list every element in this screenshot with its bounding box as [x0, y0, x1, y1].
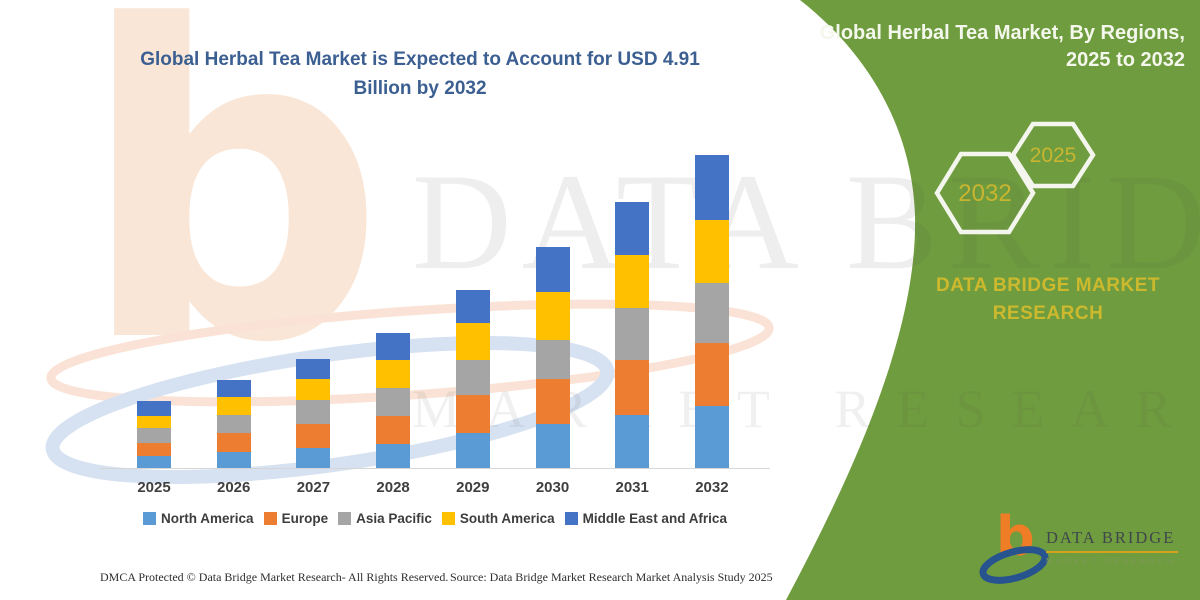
legend-item-asia-pacific: Asia Pacific — [338, 511, 432, 526]
bar-segment-south-america — [137, 415, 171, 428]
side-panel-heading: Global Herbal Tea Market, By Regions, 20… — [810, 20, 1185, 74]
bar-segment-asia-pacific — [455, 359, 490, 395]
bar-segment-north-america — [615, 415, 650, 468]
footer-dmca: DMCA Protected © Data Bridge Market Rese… — [100, 570, 449, 584]
logo-text-block: DATA BRIDGE MARKET RESEARCH — [1046, 528, 1192, 566]
bar-segment-asia-pacific — [615, 308, 650, 361]
bar-segment-south-america — [694, 219, 729, 283]
green-shape — [786, 0, 1200, 600]
bar-segment-europe — [694, 342, 729, 407]
bar-segment-europe — [535, 378, 570, 425]
axis-label-2025: 2025 — [137, 479, 171, 496]
logo-name: DATA BRIDGE — [1046, 528, 1176, 547]
axis-label-2030: 2030 — [535, 479, 570, 496]
footer-source: Source: Data Bridge Market Research Mark… — [450, 570, 773, 584]
x-axis-line — [100, 468, 770, 469]
logo-ellipse — [979, 546, 1049, 584]
axis-label-2031: 2031 — [615, 479, 649, 496]
bar-segment-south-america — [216, 397, 251, 416]
bar-segment-middle-east-and-africa — [455, 290, 490, 324]
hexagon-2025-label: 2025 — [1030, 144, 1077, 167]
stacked-bar-2028 — [376, 333, 411, 468]
stacked-bar-2026 — [216, 380, 251, 468]
bar-segment-asia-pacific — [376, 387, 411, 416]
bar-segment-south-america — [615, 255, 650, 309]
bar-segment-middle-east-and-africa — [694, 155, 729, 220]
stacked-bar-2031 — [615, 202, 650, 468]
legend-item-europe: Europe — [263, 511, 329, 526]
legend-label-south-america: South America — [459, 511, 555, 526]
bar-segment-north-america — [455, 432, 490, 468]
legend-item-middle-east-and-africa: Middle East and Africa — [564, 511, 727, 526]
legend-swatch-north-america — [143, 512, 157, 525]
legend-swatch-asia-pacific — [338, 512, 352, 525]
logo-subtitle: MARKET RESEARCH — [1046, 556, 1176, 566]
bar-segment-asia-pacific — [296, 399, 331, 425]
axis-label-2028: 2028 — [376, 479, 410, 496]
bar-segment-north-america — [376, 443, 411, 468]
chart-title-line2: Billion by 2032 — [353, 77, 487, 99]
bar-segment-south-america — [376, 359, 411, 388]
bar-segment-europe — [615, 360, 650, 416]
logo-underline — [1046, 551, 1178, 553]
bar-segment-asia-pacific — [137, 427, 171, 444]
bar-segment-north-america — [296, 448, 331, 468]
databridge-logo: b DATA BRIDGE MARKET RESEARCH — [979, 510, 1192, 590]
stacked-bar-2025 — [137, 400, 171, 468]
legend-swatch-europe — [263, 512, 277, 525]
legend-label-asia-pacific: Asia Pacific — [356, 511, 432, 526]
bar-segment-asia-pacific — [694, 282, 729, 343]
legend-swatch-south-america — [441, 512, 455, 525]
plot-area — [100, 138, 770, 468]
legend: North America Europe Asia Pacific South Ame… — [100, 511, 770, 526]
axis-label-2032: 2032 — [695, 479, 729, 496]
bar-segment-europe — [296, 424, 331, 449]
bar-segment-asia-pacific — [216, 415, 251, 433]
hexagon-2032 — [934, 151, 1036, 235]
logo-swoosh-icon — [979, 546, 1049, 584]
side-brand-text: DATA BRIDGE MARKET RESEARCH — [936, 275, 1160, 324]
bar-segment-europe — [455, 394, 490, 433]
bar-segment-middle-east-and-africa — [296, 359, 331, 379]
bar-segment-north-america — [137, 455, 171, 468]
bar-segment-north-america — [535, 424, 570, 468]
axis-label-2027: 2027 — [296, 479, 331, 496]
hexagon-2025 — [1010, 121, 1096, 189]
stacked-bar-2029 — [455, 290, 490, 468]
bar-segment-middle-east-and-africa — [376, 333, 411, 360]
bar-segment-middle-east-and-africa — [535, 247, 570, 293]
legend-label-middle-east-and-africa: Middle East and Africa — [582, 511, 727, 526]
chart-title-line1: Global Herbal Tea Market is Expected to … — [140, 49, 700, 70]
axis-label-2029: 2029 — [456, 479, 490, 496]
chart-title: Global Herbal Tea Market is Expected to … — [95, 46, 745, 103]
year-hexagons: 2032 2025 — [934, 121, 1096, 235]
legend-label-europe: Europe — [281, 511, 329, 526]
bar-segment-europe — [376, 415, 411, 444]
stacked-bar-2032 — [694, 155, 729, 468]
bar-segment-north-america — [216, 452, 251, 468]
legend-swatch-middle-east-and-africa — [564, 512, 578, 525]
legend-item-south-america: South America — [441, 511, 555, 526]
stacked-bar-2030 — [535, 247, 570, 468]
bar-segment-middle-east-and-africa — [615, 202, 650, 256]
bar-segment-south-america — [535, 292, 570, 340]
stacked-bar-2027 — [296, 359, 331, 468]
legend-item-north-america: North America — [143, 511, 254, 526]
legend-label-north-america: North America — [161, 511, 254, 526]
axis-label-2026: 2026 — [217, 479, 251, 496]
bar-segment-europe — [137, 443, 171, 456]
bar-segment-north-america — [694, 406, 729, 468]
bar-segment-south-america — [296, 378, 331, 400]
axis-labels: 2025 2026 2027 2028 2029 2030 2031 2032 — [100, 479, 770, 499]
bar-segment-middle-east-and-africa — [216, 380, 251, 398]
side-heading-line2: 2025 to 2032 — [1066, 49, 1185, 71]
bar-segment-europe — [216, 432, 251, 453]
bar-segment-middle-east-and-africa — [137, 400, 171, 416]
bar-segment-asia-pacific — [535, 340, 570, 379]
side-heading-line1: Global Herbal Tea Market, By Regions, — [819, 22, 1185, 44]
hexagon-2032-label: 2032 — [958, 180, 1011, 207]
bar-segment-south-america — [455, 323, 490, 360]
